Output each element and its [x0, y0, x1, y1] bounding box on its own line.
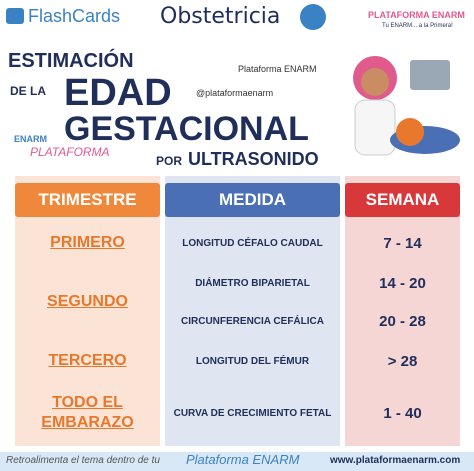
trimester-cell: TERCERO	[15, 342, 160, 380]
brand-icon	[6, 8, 24, 24]
title-line: EDAD	[64, 72, 172, 114]
title-line: ESTIMACIÓN	[8, 50, 134, 72]
weeks: 14 - 20	[379, 274, 426, 292]
header-bar	[0, 0, 474, 40]
logo-top: ENARM	[14, 134, 47, 144]
measure: CIRCUNFERENCIA CEFÁLICA	[181, 315, 324, 327]
weeks: 20 - 28	[379, 312, 426, 330]
org: PLATAFORMA ENARM	[368, 10, 465, 20]
header-cell: MEDIDA	[165, 183, 340, 217]
measure: LONGITUD DEL FÉMUR	[195, 355, 310, 367]
footer-text: Retroalimenta el tema dentro de tu	[6, 455, 160, 466]
measure-cell: CIRCUNFERENCIA CEFÁLICA	[165, 302, 340, 340]
slogan: Tu ENARM... a la Primera!	[382, 23, 453, 29]
brand: FlashCards	[28, 6, 121, 26]
measure: DIÁMETRO BIPARIETAL	[195, 277, 310, 289]
weeks: 1 - 40	[383, 404, 422, 422]
illustration	[353, 56, 460, 156]
header-cell: SEMANA	[345, 183, 460, 217]
logo-bottom: PLATAFORMA	[30, 145, 110, 159]
title-prefix: DE LA	[10, 84, 46, 98]
footer-brand: Plataforma ENARM	[186, 452, 300, 467]
trimester-cell: TODO EL EMBARAZO	[15, 382, 160, 444]
weeks-cell: 1 - 40	[345, 382, 460, 444]
measure-cell: LONGITUD CÉFALO CAUDAL	[165, 224, 340, 262]
trimester-cell: SEGUNDO	[15, 264, 160, 340]
trimester: TODO EL EMBARAZO	[41, 394, 134, 431]
measure-cell: DIÁMETRO BIPARIETAL	[165, 264, 340, 302]
measure-cell: LONGITUD DEL FÉMUR	[165, 342, 340, 380]
measure: LONGITUD CÉFALO CAUDAL	[182, 237, 323, 249]
column-bg	[15, 176, 160, 446]
weeks-cell: 7 - 14	[345, 224, 460, 262]
weeks: > 28	[387, 352, 418, 370]
trimester: SEGUNDO	[47, 293, 128, 310]
subject-icon	[300, 4, 326, 30]
weeks-cell: 14 - 20	[345, 264, 460, 302]
title-prefix: POR	[156, 154, 183, 168]
footer-url: www.plataformaenarm.com	[330, 455, 461, 466]
facebook: Plataforma ENARM	[238, 64, 317, 74]
instagram: @plataformaenarm	[196, 88, 274, 98]
trimester: PRIMERO	[50, 234, 125, 251]
trimester-cell: PRIMERO	[15, 224, 160, 262]
subject: Obstetricia	[160, 4, 281, 29]
column-bg	[345, 176, 460, 446]
footer-bar	[0, 452, 474, 471]
trimester: TERCERO	[48, 352, 127, 369]
weeks-cell: > 28	[345, 342, 460, 380]
measure: CURVA DE CRECIMIENTO FETAL	[173, 407, 332, 419]
measure-cell: CURVA DE CRECIMIENTO FETAL	[165, 382, 340, 444]
column-bg	[165, 176, 340, 446]
weeks-cell: 20 - 28	[345, 302, 460, 340]
weeks: 7 - 14	[383, 234, 422, 252]
header-cell: TRIMESTRE	[15, 183, 160, 217]
title-line: GESTACIONAL	[64, 110, 309, 148]
title-line: ULTRASONIDO	[188, 149, 319, 169]
